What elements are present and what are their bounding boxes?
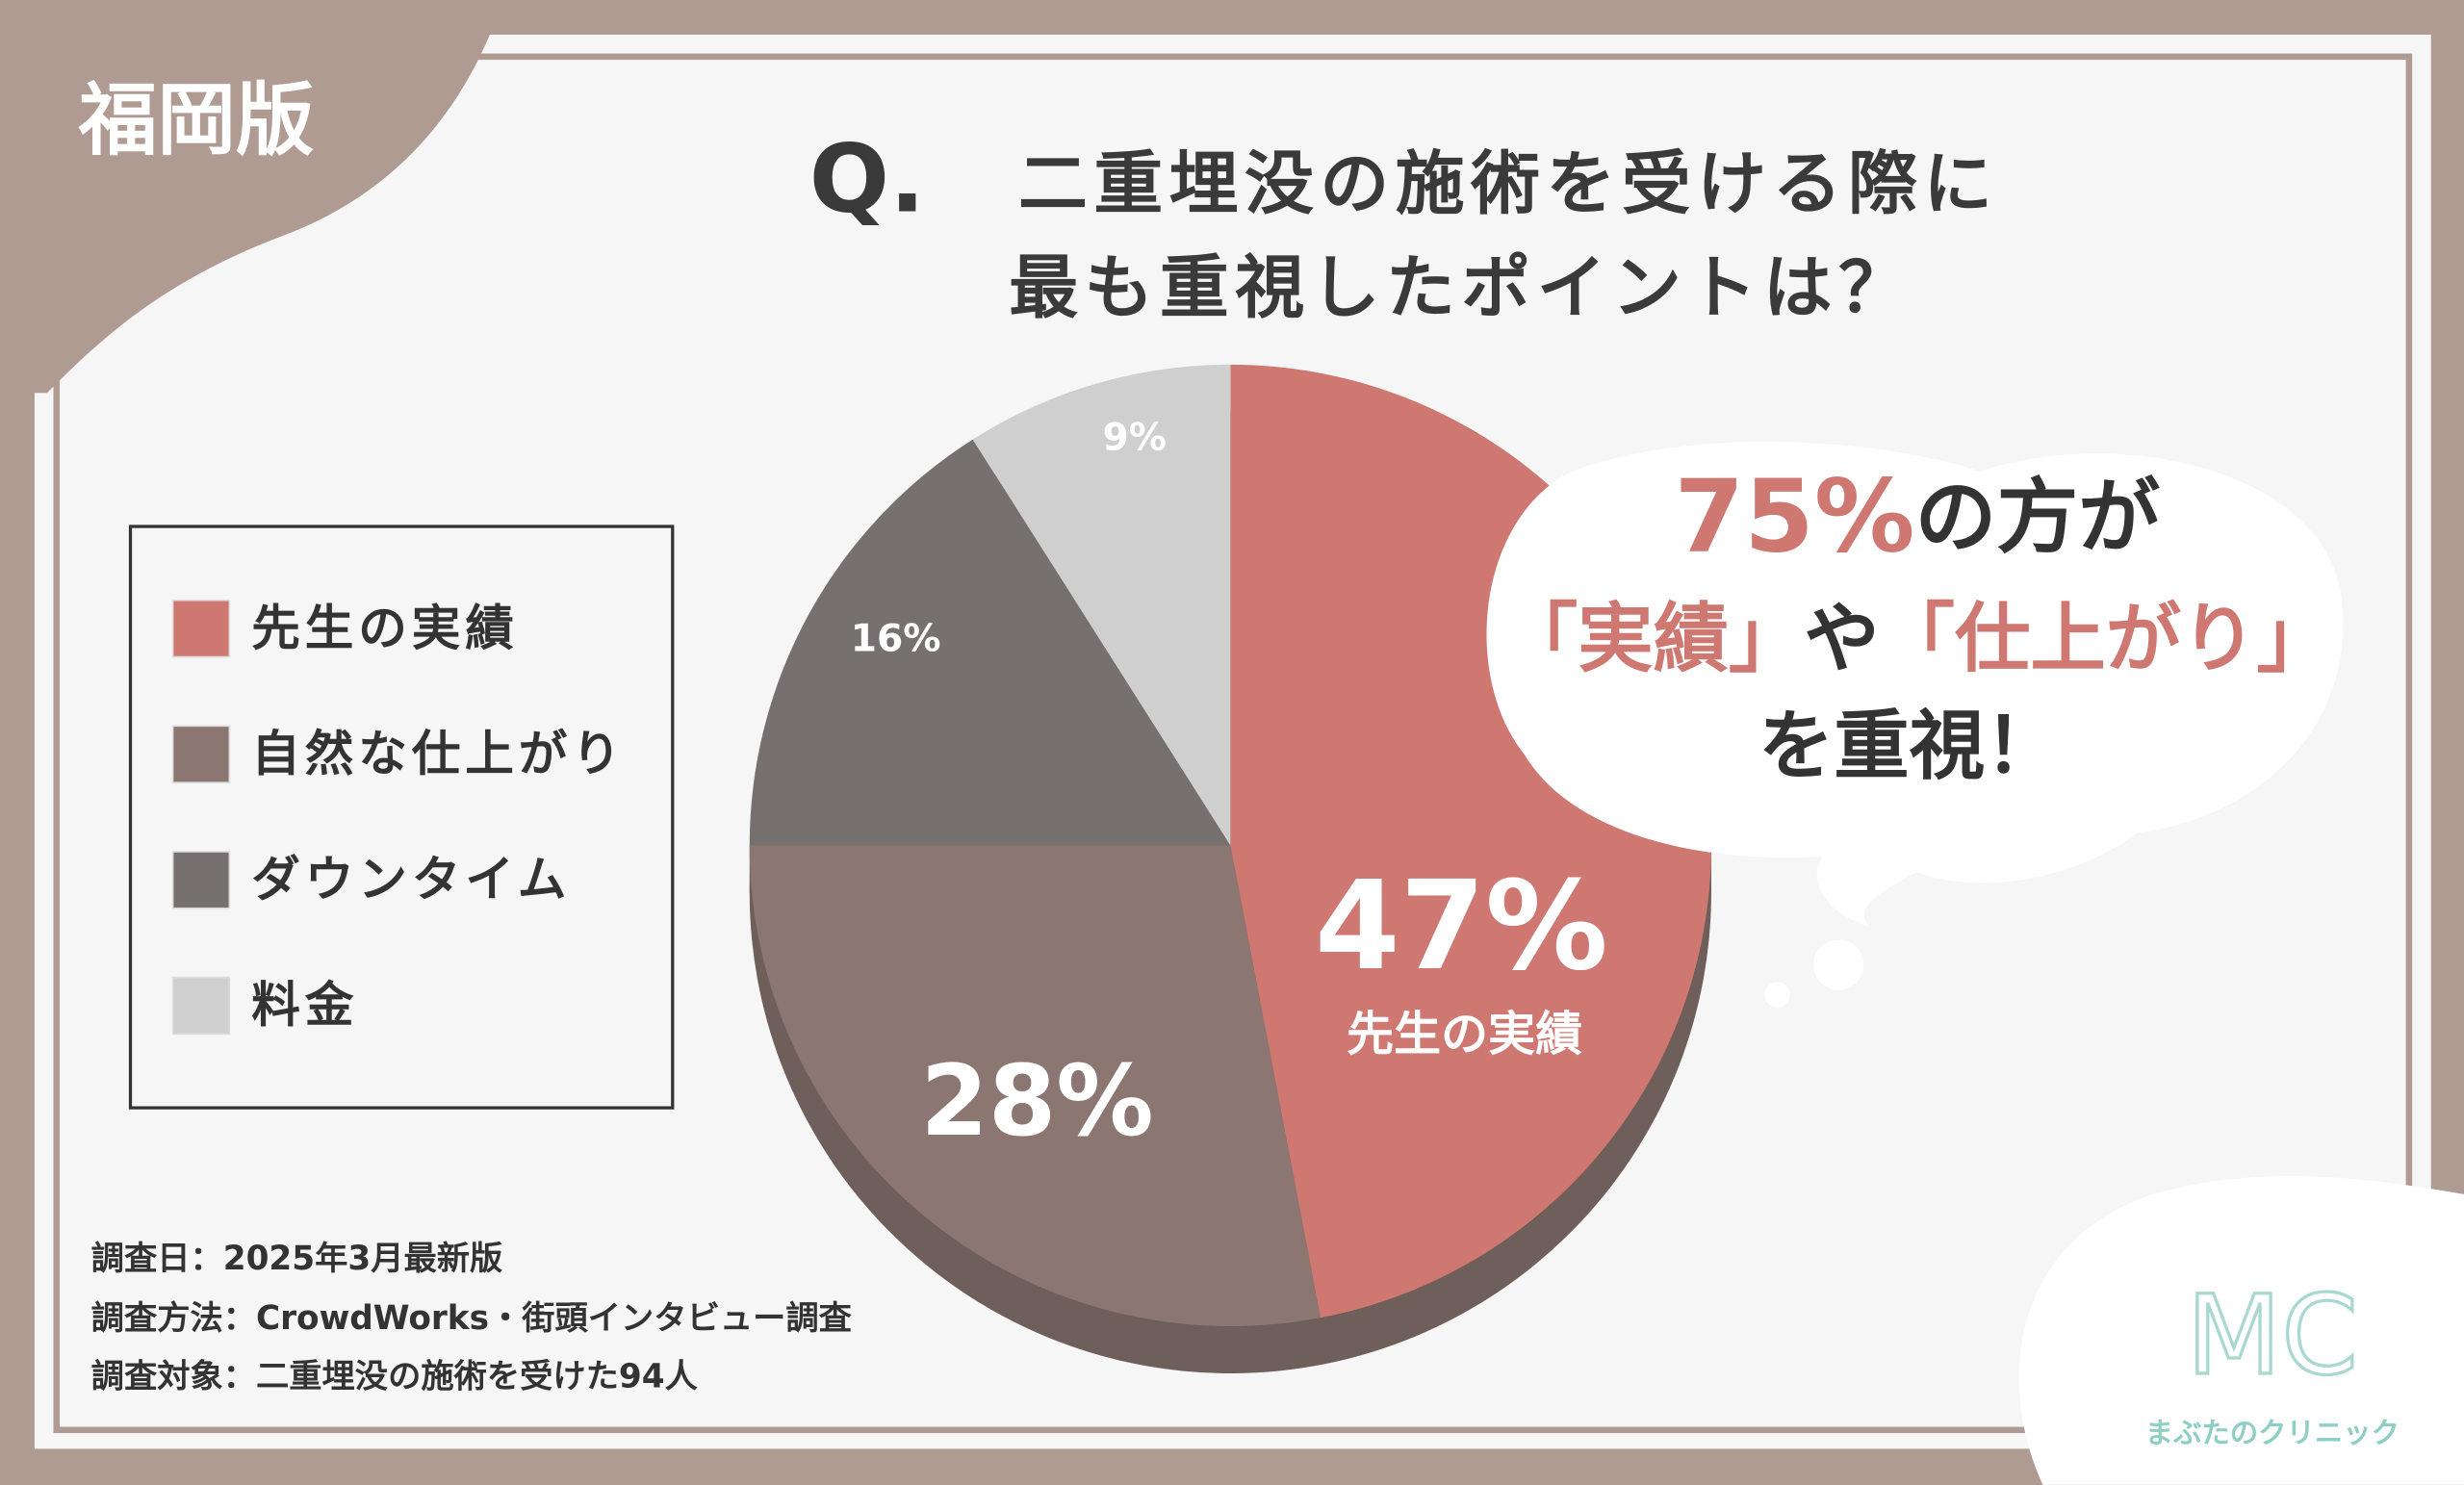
pie-slice <box>749 845 1321 1327</box>
callout-bubble <box>1486 441 2344 928</box>
legend-swatch <box>171 851 231 909</box>
data-label: 28% <box>920 1044 1153 1158</box>
data-label-category: 先生の実績 <box>1347 1007 1582 1062</box>
callout-text: を重視！ <box>1758 703 2060 790</box>
logo-blob <box>2018 1176 2464 1485</box>
bubble-dot <box>1764 982 1790 1008</box>
chart-title: 二重埋没の施術を受ける際に <box>1018 143 1999 224</box>
note: 調査日：2025年3月最新版 <box>91 1240 503 1278</box>
legend-swatch <box>171 725 231 783</box>
legend-swatch <box>171 599 231 658</box>
legend-swatch <box>171 976 231 1036</box>
callout-highlight: 75% <box>1674 458 1914 576</box>
callout-line: 「実績」や「仕上がり」 <box>1502 596 2332 683</box>
data-label: 47% <box>1315 856 1608 998</box>
data-label: 16% <box>851 618 941 661</box>
legend-box <box>128 525 675 1110</box>
pie: 47% 28% 16% 9% 先生の実績 <box>749 364 1711 1374</box>
legend-label: ダウンタイム <box>251 851 571 908</box>
bubble-dot <box>1813 939 1864 990</box>
legend-label: 料金 <box>251 977 358 1034</box>
callout-highlight: 「実績」 <box>1502 596 1804 683</box>
data-label: 9% <box>1103 417 1168 460</box>
badge-blob <box>0 0 503 394</box>
callout-line: 75%の方が <box>1674 458 2160 576</box>
title-prefix: Q. <box>809 125 925 235</box>
logo-name: まぶたのクリニック <box>2145 1417 2400 1449</box>
pie-slice <box>972 364 1231 846</box>
legend-label: 自然な仕上がり <box>251 726 626 782</box>
badge: 福岡版 <box>78 75 315 166</box>
callout-highlight: 「仕上がり」 <box>1880 596 2332 683</box>
panel-border <box>53 53 2413 1434</box>
callout-text: の方が <box>1915 471 2161 566</box>
legend-label: 先生の実績 <box>251 600 519 656</box>
pie-slice <box>749 439 1231 846</box>
note: 調査対象：二重埋没の施術を受けた94人 <box>91 1357 699 1395</box>
chart-title: 最も重視したポイントは？ <box>1009 246 1913 327</box>
callout-text: や <box>1804 596 1879 683</box>
note: 調査方法：CrowdWorks・街頭インタビュー調査 <box>91 1299 853 1338</box>
logo-mark: MC <box>2187 1271 2358 1399</box>
